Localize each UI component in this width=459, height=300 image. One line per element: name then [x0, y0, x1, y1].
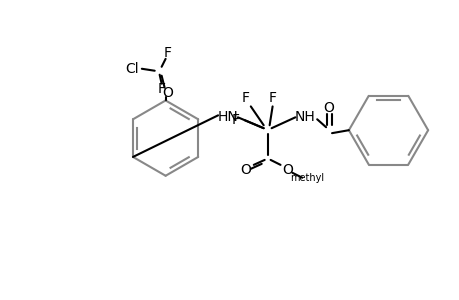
Text: O: O [281, 163, 292, 177]
Text: O: O [162, 85, 173, 100]
Text: F: F [241, 92, 249, 106]
Text: F: F [157, 82, 165, 96]
Text: F: F [163, 46, 171, 60]
Text: O: O [240, 163, 251, 177]
Text: F: F [231, 113, 240, 127]
Text: HN: HN [217, 110, 238, 124]
Text: O: O [323, 101, 334, 116]
Text: Cl: Cl [125, 62, 139, 76]
Text: F: F [268, 92, 276, 106]
Text: methyl: methyl [290, 173, 324, 183]
Text: NH: NH [294, 110, 315, 124]
